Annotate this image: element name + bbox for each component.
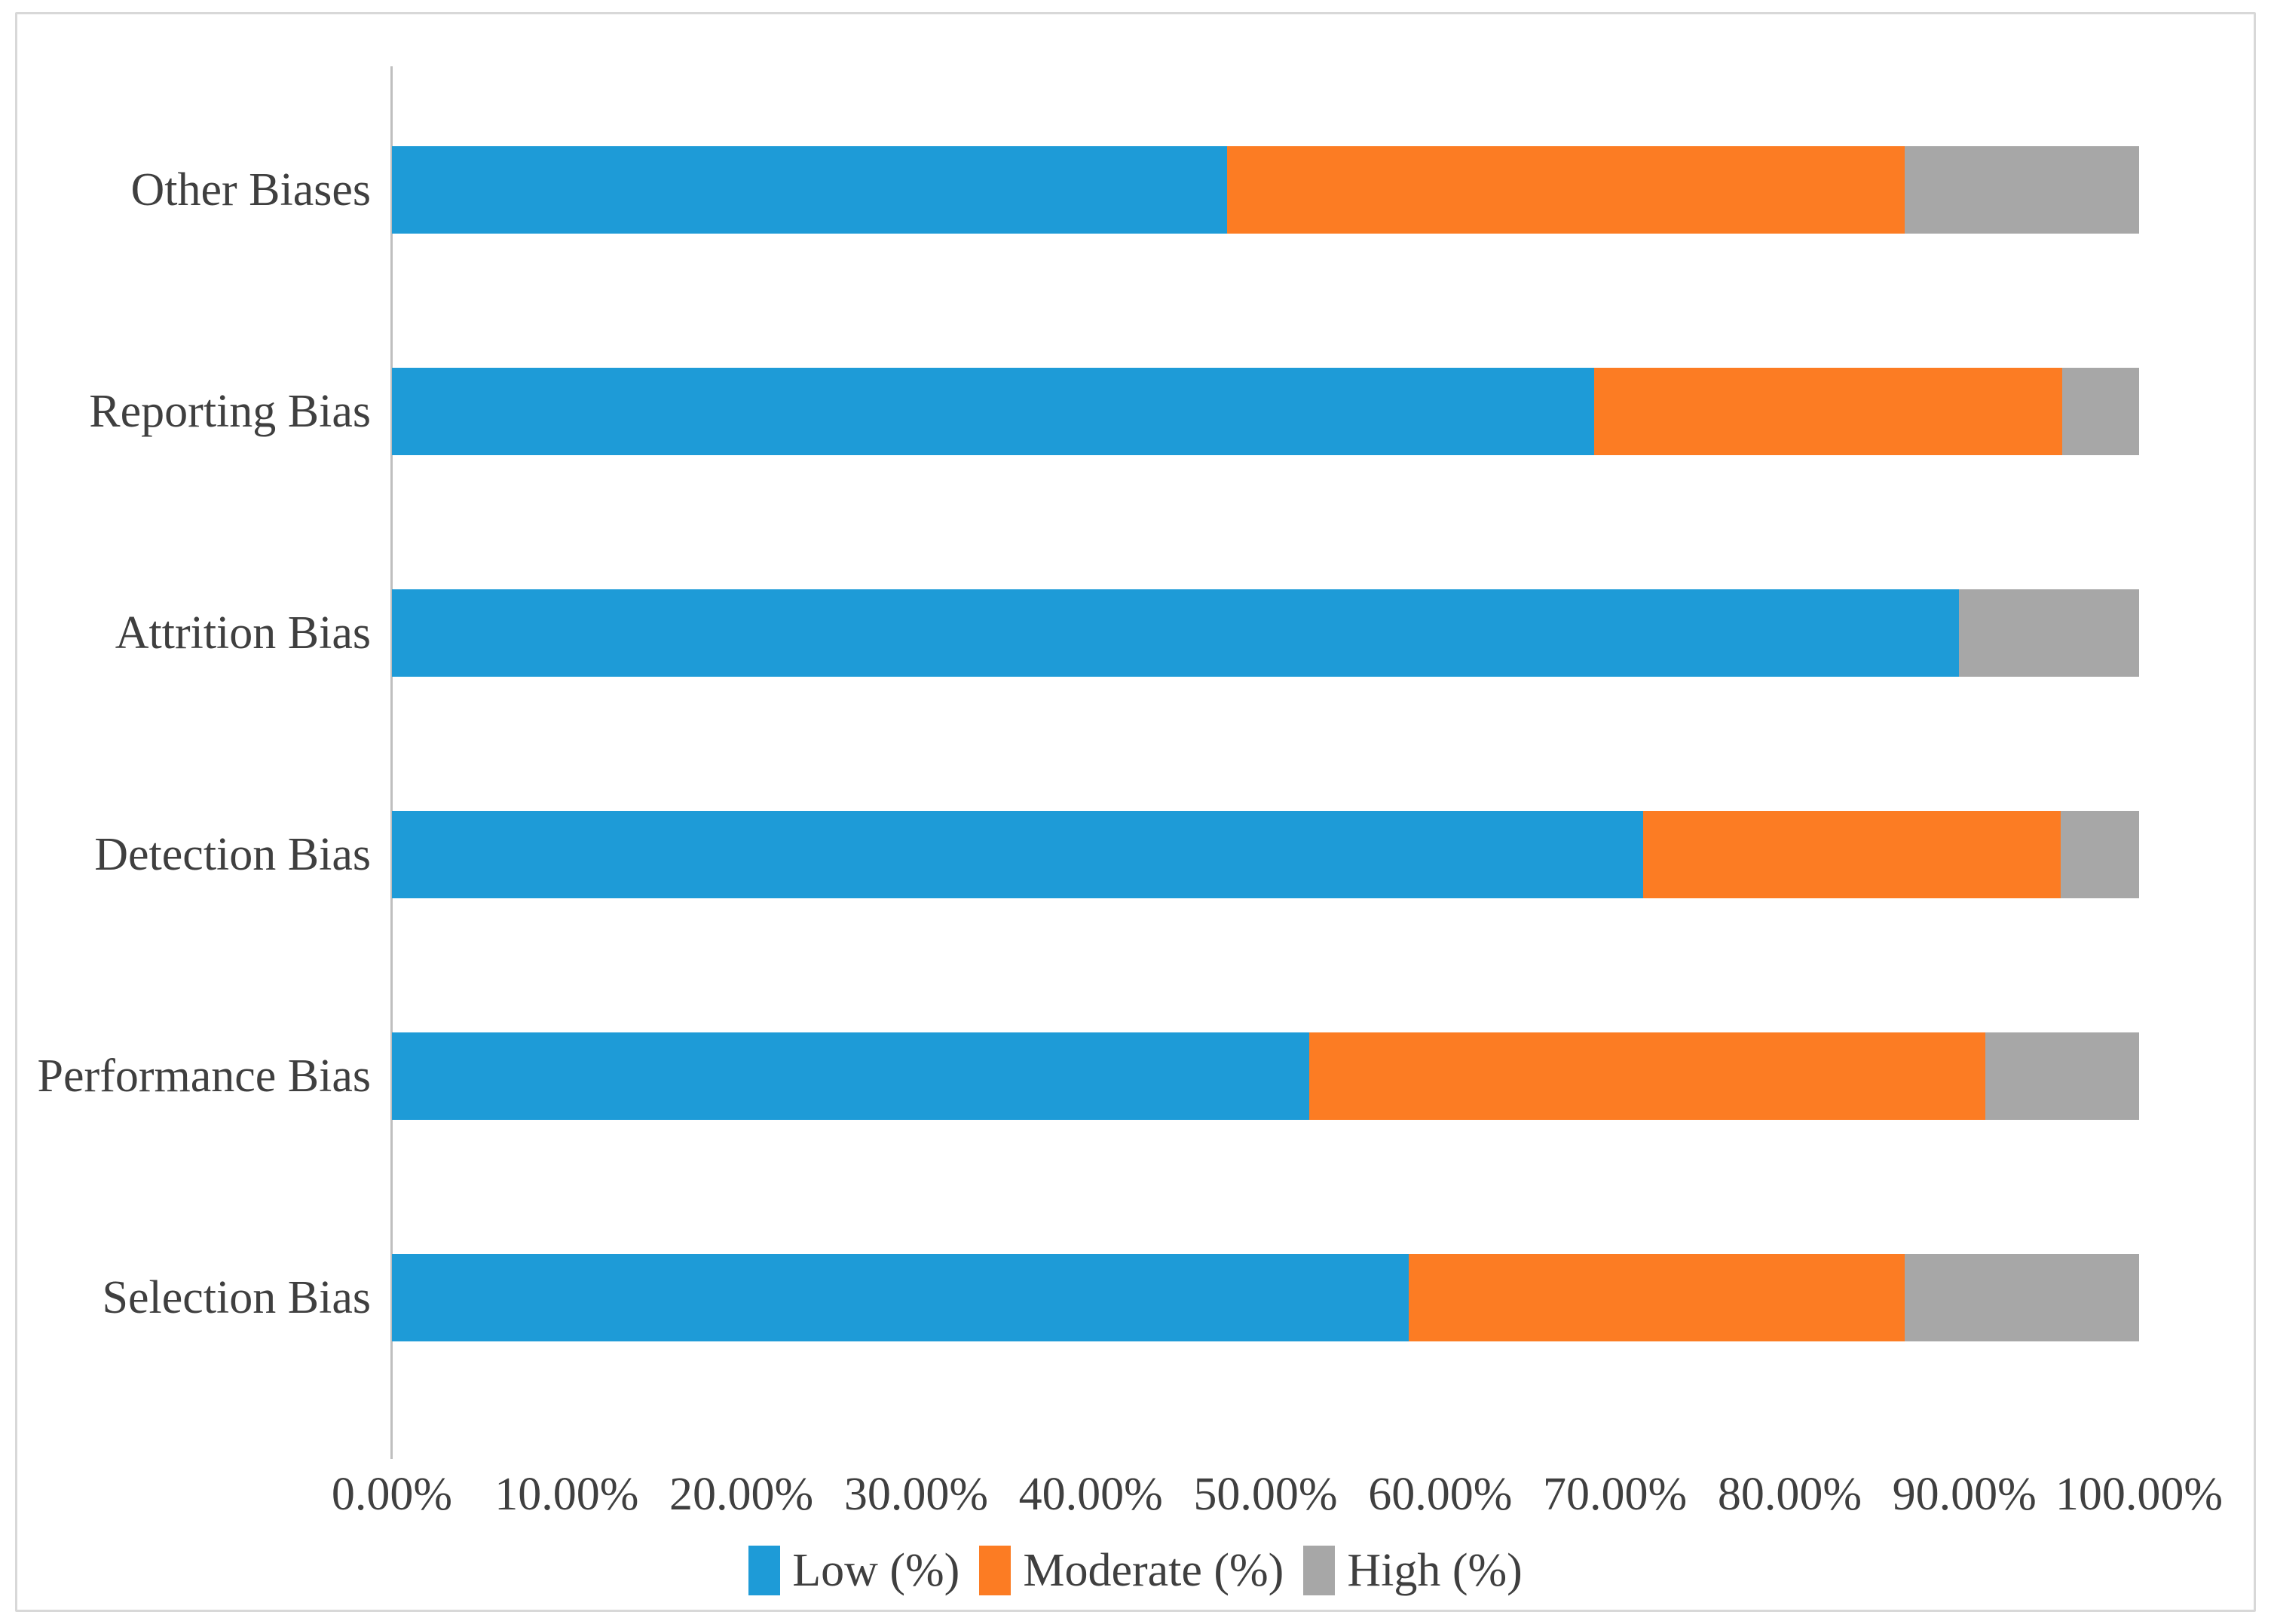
bar-row: Attrition Bias xyxy=(0,589,2271,677)
x-axis-tick-label: 20.00% xyxy=(669,1469,814,1520)
bar-segment-high xyxy=(1985,1032,2139,1120)
legend: Low (%) Moderate (%) High (%) xyxy=(0,1539,2271,1602)
bar-row: Selection Bias xyxy=(0,1254,2271,1341)
legend-label: High (%) xyxy=(1347,1544,1523,1596)
bar-segment-moderate xyxy=(1308,1032,1985,1120)
bar-row: Performance Bias xyxy=(0,1032,2271,1120)
bar-row: Detection Bias xyxy=(0,811,2271,898)
bar-segment-high xyxy=(1905,1254,2139,1341)
category-label: Reporting Bias xyxy=(89,386,371,437)
bar-segment-low xyxy=(392,146,1227,234)
bar-segment-high xyxy=(1905,146,2139,234)
legend-label: Moderate (%) xyxy=(1023,1544,1284,1596)
x-axis-tick-label: 40.00% xyxy=(1018,1469,1163,1520)
bar-segment-moderate xyxy=(1642,811,2061,898)
x-axis-tick-label: 90.00% xyxy=(1892,1469,2037,1520)
bar-segment-low xyxy=(392,368,1594,455)
y-axis-line xyxy=(390,66,393,1459)
bar-segment-high xyxy=(1959,589,2139,677)
bar-segment-moderate xyxy=(1227,146,1905,234)
category-label: Other Biases xyxy=(130,164,371,216)
bar-row: Other Biases xyxy=(0,146,2271,234)
legend-label: Low (%) xyxy=(792,1544,960,1596)
bar-segment-low xyxy=(392,811,1643,898)
bar-segment-low xyxy=(392,589,1960,677)
legend-item-low: Low (%) xyxy=(748,1544,960,1598)
bar-segment-moderate xyxy=(1409,1254,1905,1341)
legend-item-moderate: Moderate (%) xyxy=(979,1544,1284,1598)
legend-item-high: High (%) xyxy=(1303,1544,1523,1598)
legend-swatch-low xyxy=(748,1546,781,1595)
x-axis-tick-label: 70.00% xyxy=(1543,1469,1688,1520)
bar-segment-high xyxy=(2062,368,2139,455)
x-axis: 0.00% 10.00% 20.00% 30.00% 40.00% 50.00% 60.00… xyxy=(0,1468,2271,1528)
category-label: Attrition Bias xyxy=(115,607,371,659)
bar-segment-high xyxy=(2060,811,2139,898)
x-axis-tick-label: 50.00% xyxy=(1193,1469,1338,1520)
x-axis-tick-label: 60.00% xyxy=(1368,1469,1513,1520)
legend-swatch-high xyxy=(1303,1546,1336,1595)
x-axis-tick-label: 0.00% xyxy=(331,1469,453,1520)
category-label: Detection Bias xyxy=(94,829,371,880)
x-axis-tick-label: 100.00% xyxy=(2055,1469,2224,1520)
bar-segment-low xyxy=(392,1254,1409,1341)
bar-row: Reporting Bias xyxy=(0,368,2271,455)
bar-segment-moderate xyxy=(1593,368,2062,455)
x-axis-tick-label: 30.00% xyxy=(843,1469,988,1520)
legend-swatch-moderate xyxy=(979,1546,1012,1595)
x-axis-tick-label: 10.00% xyxy=(494,1469,639,1520)
category-label: Performance Bias xyxy=(37,1051,371,1102)
bar-segment-low xyxy=(392,1032,1309,1120)
x-axis-tick-label: 80.00% xyxy=(1717,1469,1862,1520)
category-label: Selection Bias xyxy=(102,1272,371,1323)
